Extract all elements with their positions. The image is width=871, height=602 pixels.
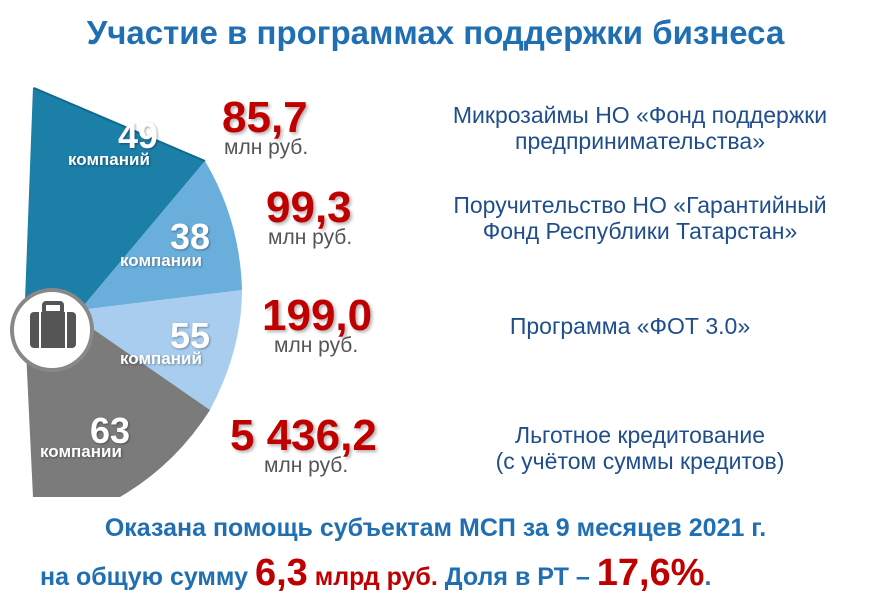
footer-total-unit: млрд руб.: [314, 563, 438, 591]
program-microloans: Микрозаймы НО «Фонд поддержки предприним…: [420, 102, 860, 154]
unit-microloans: млн руб.: [224, 136, 309, 159]
segment-guarantee: [80, 161, 242, 310]
program-microloans-line2: предпринимательства»: [515, 128, 765, 154]
program-fot-line1: Программа «ФОТ 3.0»: [509, 313, 751, 339]
amount-guarantee: 99,3: [266, 183, 352, 232]
page-title: Участие в программах поддержки бизнеса: [86, 14, 785, 51]
unit-fot: млн руб.: [274, 334, 359, 357]
unit-guarantee: млн руб.: [268, 226, 353, 249]
segment-1-word: компаний: [68, 150, 150, 169]
amount-credit: 5 436,2: [230, 411, 377, 460]
program-credit: Льготное кредитование (с учётом суммы кр…: [420, 422, 860, 474]
segment-4-word: компании: [40, 442, 122, 461]
segment-3-count: 55: [170, 315, 211, 356]
unit-credit: млн руб.: [264, 454, 349, 477]
program-microloans-line1: Микрозаймы НО «Фонд поддержки: [452, 102, 828, 128]
segment-3-word: компаний: [120, 349, 202, 368]
amount-microloans: 85,7: [222, 93, 308, 142]
program-guarantee: Поручительство НО «Гарантийный Фонд Респ…: [420, 192, 860, 244]
briefcase-icon: [30, 301, 76, 348]
program-fot: Программа «ФОТ 3.0»: [410, 313, 850, 339]
segment-2-count: 38: [170, 216, 211, 257]
footer-prefix: на общую сумму: [40, 563, 248, 591]
footer-end: .: [704, 563, 712, 591]
program-guarantee-line2: Фонд Республики Татарстан»: [482, 218, 798, 244]
program-credit-line1: Льготное кредитование: [514, 422, 766, 448]
segment-2-word: компании: [120, 251, 202, 270]
segment-4-count: 63: [90, 410, 131, 451]
segment-fot: [80, 290, 242, 410]
program-credit-line2: (с учётом суммы кредитов): [495, 448, 785, 474]
segment-1-count: 49: [118, 115, 159, 156]
amount-fot: 199,0: [262, 291, 373, 340]
microloans-top-edge: [33, 87, 206, 162]
footer-line2: на общую сумму 6,3 млрд руб. Доля в РТ –…: [40, 552, 840, 595]
program-guarantee-line1: Поручительство НО «Гарантийный: [453, 192, 827, 218]
footer-share-value: 17,6%: [596, 552, 705, 594]
footer-share-label: Доля в РТ –: [444, 563, 590, 591]
footer-total-value: 6,3: [254, 552, 308, 594]
footer-line1: Оказана помощь субъектам МСП за 9 месяце…: [104, 514, 767, 542]
